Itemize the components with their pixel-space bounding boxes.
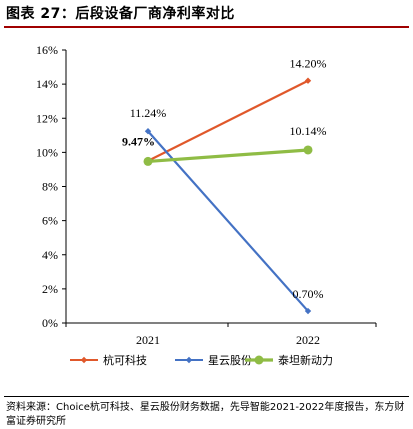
source-note: 资料来源：Choice杭可科技、星云股份财务数据，先导智能2021-2022年度… xyxy=(6,402,405,427)
y-tick-labels: 0% 2% 4% 6% 8% 10% 12% 14% 16% xyxy=(36,43,58,330)
series-line-1 xyxy=(147,79,309,162)
y-tick-label: 2% xyxy=(42,282,58,296)
y-tick-label: 8% xyxy=(42,180,58,194)
y-tick-label: 10% xyxy=(36,145,58,159)
data-point xyxy=(303,145,313,155)
x-tick-label: 2022 xyxy=(296,333,320,347)
data-point xyxy=(304,77,312,84)
y-tick-label: 4% xyxy=(42,248,58,262)
series-line-3 xyxy=(147,148,309,164)
legend: 杭可科技 星云股份 泰坦新动力 xyxy=(70,353,333,367)
data-label: 14.20% xyxy=(290,57,327,71)
legend-label: 泰坦新动力 xyxy=(278,353,333,367)
y-tick-label: 0% xyxy=(42,316,58,330)
data-label: 9.47% xyxy=(122,134,155,148)
legend-swatch-marker xyxy=(185,356,193,364)
line-chart: 0% 2% 4% 6% 8% 10% 12% 14% 16% 2021 2022 14.20% 11… xyxy=(36,43,377,367)
series-markers xyxy=(143,77,313,315)
figure-title: 图表 27：后段设备厂商净利率对比 xyxy=(6,6,235,22)
data-point xyxy=(304,307,312,315)
legend-label: 星云股份 xyxy=(208,354,252,367)
y-tick-label: 14% xyxy=(36,77,58,91)
data-label: 10.14% xyxy=(290,124,327,138)
data-point xyxy=(144,128,152,135)
data-point xyxy=(143,156,153,166)
y-tick-label: 12% xyxy=(36,111,58,125)
source-divider xyxy=(4,396,409,397)
x-tick-label: 2021 xyxy=(136,333,160,347)
series-lines xyxy=(147,79,309,312)
x-tick-labels: 2021 2022 xyxy=(136,333,320,347)
legend-label: 杭可科技 xyxy=(103,353,147,367)
title-divider xyxy=(4,26,409,28)
y-tick-label: 16% xyxy=(36,43,58,57)
chart-axes xyxy=(62,49,377,327)
data-label: 11.24% xyxy=(130,106,167,120)
series-line-2 xyxy=(147,130,309,312)
y-tick-label: 6% xyxy=(42,214,58,228)
legend-swatch-marker xyxy=(254,355,264,365)
legend-swatch-marker xyxy=(80,356,88,364)
data-label: 0.70% xyxy=(293,287,324,301)
data-labels: 14.20% 11.24% 0.70% 9.47% 10.14% xyxy=(122,57,327,301)
